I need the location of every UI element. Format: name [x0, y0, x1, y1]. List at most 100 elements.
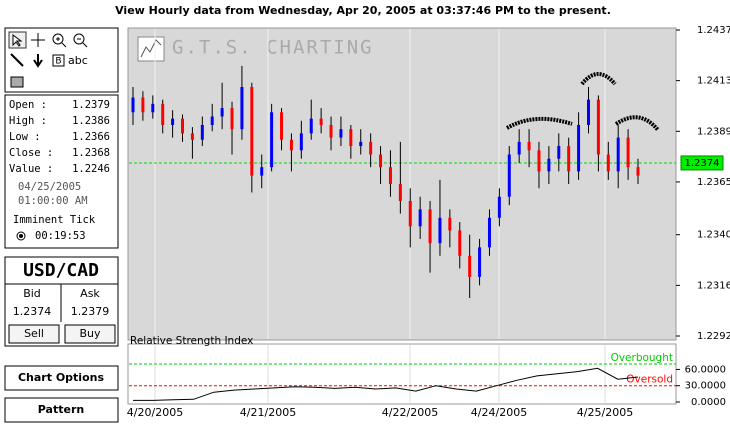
- candle-body: [616, 137, 620, 172]
- rsi-tick-label: 0.0000: [691, 397, 726, 408]
- buy-button[interactable]: [64, 324, 116, 344]
- rsi-tick-label: 30.0000: [685, 381, 726, 392]
- y-tick-label: 1.2437: [697, 25, 730, 36]
- candle-body: [141, 97, 145, 113]
- line-tool[interactable]: [10, 53, 24, 67]
- zoom-out-icon: [77, 38, 88, 48]
- pair: USD/CAD: [23, 260, 99, 281]
- x-tick-label: 4/22/2005: [382, 406, 438, 419]
- current-price: 1.2374: [685, 158, 720, 169]
- info-time: 01:00:00 AM: [18, 195, 88, 207]
- sell-label: Sell: [24, 327, 44, 340]
- candle-body: [161, 103, 165, 125]
- candle-body: [200, 124, 204, 140]
- candle-body: [487, 217, 491, 248]
- candle-body: [537, 150, 541, 172]
- rsi-title: Relative Strength Index: [130, 335, 253, 347]
- ask: 1.2379: [71, 305, 110, 318]
- y-tick-label: 1.2316: [697, 280, 730, 291]
- candle-body: [408, 200, 412, 227]
- tick-time: 00:19:53: [35, 230, 86, 242]
- candle-body: [329, 124, 333, 138]
- candle-body: [507, 154, 511, 197]
- candle-body: [369, 141, 373, 155]
- candle-body: [339, 129, 343, 138]
- rsi-level-label: Overbought: [611, 352, 673, 364]
- chart-options-button[interactable]: [4, 365, 119, 391]
- chart-options-label: Chart Options: [18, 371, 104, 384]
- candle-body: [379, 154, 383, 168]
- rsi-line: [133, 367, 639, 401]
- candle-body: [319, 118, 323, 125]
- pattern-button[interactable]: [4, 397, 119, 423]
- info-value: 1.2379: [72, 99, 110, 111]
- candle-body: [468, 255, 472, 277]
- arrow-icon: [12, 34, 23, 47]
- watermark: G.T.S. CHARTING: [172, 37, 374, 59]
- candle-body: [151, 103, 155, 113]
- info-label: Value :: [9, 163, 53, 175]
- ask-label: Ask: [80, 287, 100, 300]
- info-label: Close :: [9, 147, 53, 159]
- print-tool[interactable]: [10, 76, 24, 88]
- candle-body: [220, 108, 224, 117]
- candle-body: [636, 167, 640, 176]
- info-value: 1.2386: [72, 115, 110, 127]
- y-tick-label: 1.2413: [697, 76, 730, 87]
- candle-body: [349, 129, 353, 147]
- candle-body: [270, 112, 274, 168]
- y-tick-label: 1.2389: [697, 126, 730, 137]
- candle-body: [557, 146, 561, 159]
- y-tick-label: 1.2365: [697, 177, 730, 188]
- bid: 1.2374: [13, 305, 52, 318]
- candle-body: [398, 184, 402, 201]
- zoom-in-icon: [56, 37, 67, 48]
- x-tick-label: 4/25/2005: [577, 406, 633, 419]
- candle-body: [418, 209, 422, 227]
- x-tick-label: 4/20/2005: [127, 406, 183, 419]
- sell-button[interactable]: [8, 324, 60, 344]
- text-tool[interactable]: abc: [68, 54, 88, 67]
- info-panel: [4, 94, 119, 249]
- bid-label: Bid: [23, 287, 41, 300]
- candle-body: [190, 133, 194, 140]
- y-tick-label: 1.2340: [697, 230, 730, 241]
- candle-body: [478, 247, 482, 277]
- pattern-arc: [506, 116, 573, 130]
- candle-body: [230, 108, 234, 130]
- candle-body: [596, 99, 600, 155]
- info-label: Low :: [9, 131, 41, 143]
- crosshair-tool[interactable]: [31, 33, 45, 47]
- zoom-out-tool[interactable]: [73, 33, 85, 45]
- candle-body: [517, 141, 521, 155]
- current-price-box: [680, 155, 724, 171]
- info-value: 1.2366: [72, 131, 110, 143]
- candle-body: [171, 118, 175, 125]
- candle-body: [359, 141, 363, 147]
- page-title: View Hourly data from Wednesday, Apr 20,…: [115, 4, 611, 17]
- candle-body: [388, 167, 392, 185]
- info-label: High :: [9, 115, 47, 127]
- candle-body: [250, 86, 254, 176]
- candle-body: [626, 137, 630, 168]
- rsi-panel: [127, 343, 677, 405]
- candle-body: [527, 141, 531, 151]
- y-tick-label: 1.2292: [697, 331, 730, 342]
- candle-body: [309, 118, 313, 134]
- zoom-in-tool[interactable]: [52, 33, 64, 45]
- pattern-arc: [580, 72, 617, 86]
- x-tick-label: 4/21/2005: [240, 406, 296, 419]
- info-date: 04/25/2005: [18, 181, 81, 193]
- down-tool[interactable]: [33, 54, 43, 68]
- bold-tool[interactable]: [52, 54, 65, 67]
- candle-body: [458, 230, 462, 256]
- bold-tool-label: B: [55, 57, 61, 67]
- candle-body: [240, 86, 244, 130]
- candle-body: [280, 112, 284, 140]
- candle-body: [497, 196, 501, 218]
- candle-body: [181, 118, 185, 134]
- candle-body: [577, 124, 581, 172]
- candle-body: [586, 99, 590, 125]
- rsi-level-label: Oversold: [626, 374, 673, 386]
